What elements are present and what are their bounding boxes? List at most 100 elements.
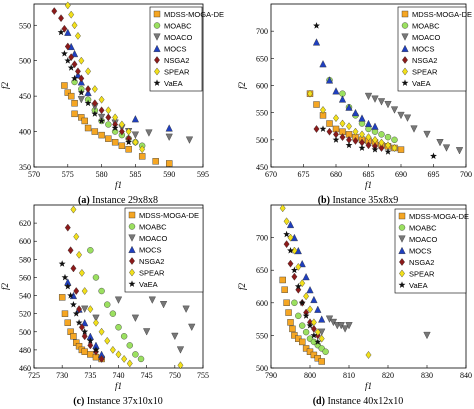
x-tick-label: 830 bbox=[421, 371, 433, 380]
data-point bbox=[68, 53, 75, 62]
legend-label-nsga2: NSGA2 bbox=[412, 56, 437, 65]
legend-label-vaea: VaEA bbox=[139, 280, 158, 289]
legend-label-mocs: MOCS bbox=[409, 246, 432, 255]
data-point bbox=[287, 319, 294, 326]
y-tick-label: 500 bbox=[19, 328, 31, 337]
data-point bbox=[98, 106, 105, 115]
legend-label-vaea: VaEA bbox=[164, 79, 183, 88]
data-point bbox=[91, 128, 99, 135]
data-point bbox=[341, 325, 349, 333]
x-tick-label: 685 bbox=[363, 170, 375, 179]
data-point bbox=[283, 299, 290, 306]
data-point bbox=[294, 282, 302, 290]
data-point bbox=[71, 74, 78, 82]
legend-label-spear: SPEAR bbox=[409, 269, 435, 278]
data-point bbox=[75, 319, 83, 326]
data-point bbox=[93, 347, 99, 356]
data-point bbox=[105, 121, 112, 128]
legend: MDSS-MOGA-DE MOABC MOACO MOCS NSGA2 SPEAR VaEA bbox=[394, 208, 469, 294]
data-point bbox=[283, 240, 290, 249]
data-point bbox=[430, 152, 437, 160]
data-point bbox=[61, 50, 68, 57]
chart-panel-3: 725 730 735 740 745 750 755 460 480 500 520 540 560 5… bbox=[0, 204, 209, 407]
panel-caption: (b) Instance 35x8x9 bbox=[318, 195, 399, 206]
data-point bbox=[132, 351, 139, 358]
y-tick-label: 520 bbox=[19, 310, 31, 319]
data-point bbox=[70, 264, 77, 273]
y-tick-label: 450 bbox=[256, 163, 268, 172]
y-tick-label: 650 bbox=[256, 266, 268, 275]
data-point bbox=[87, 247, 94, 254]
data-point bbox=[371, 122, 379, 130]
legend-label-vaea: VaEA bbox=[412, 79, 431, 88]
data-point bbox=[171, 332, 179, 341]
x-tick-label: 750 bbox=[169, 371, 181, 380]
series-mocs bbox=[64, 278, 106, 358]
data-point bbox=[283, 217, 290, 226]
data-point bbox=[91, 99, 98, 108]
series-mocs bbox=[286, 220, 326, 323]
data-point bbox=[105, 113, 112, 122]
data-point bbox=[319, 125, 327, 132]
data-point bbox=[92, 346, 100, 353]
data-point bbox=[81, 287, 88, 295]
data-point bbox=[286, 220, 295, 229]
legend-label-nsga2: NSGA2 bbox=[409, 258, 434, 267]
data-point bbox=[364, 119, 373, 128]
x-tick-label: 695 bbox=[428, 170, 440, 179]
x-tick-label: 820 bbox=[382, 371, 394, 380]
data-point bbox=[287, 233, 294, 242]
data-point bbox=[98, 355, 105, 363]
data-point bbox=[378, 144, 385, 152]
data-point bbox=[58, 260, 66, 267]
panel-caption: (a) Instance 29x8x8 bbox=[78, 195, 158, 206]
data-point bbox=[98, 287, 105, 295]
data-point bbox=[64, 1, 71, 10]
data-point bbox=[84, 99, 92, 107]
series-mdss-moga-de bbox=[61, 82, 173, 167]
y-tick-label: 460 bbox=[19, 364, 31, 373]
legend-box bbox=[124, 207, 204, 293]
data-point bbox=[188, 323, 196, 331]
series-vaea bbox=[313, 22, 437, 160]
x-tick-label: 585 bbox=[129, 170, 141, 179]
data-point bbox=[71, 21, 78, 30]
data-point bbox=[74, 31, 81, 40]
data-point bbox=[77, 88, 85, 96]
data-point bbox=[384, 133, 392, 141]
data-point bbox=[332, 87, 340, 95]
chart-panel-2: 670 675 680 685 690 695 700 450 500 550 600 650 700 f… bbox=[237, 3, 472, 206]
data-point bbox=[318, 358, 325, 365]
data-point bbox=[185, 136, 194, 144]
data-point bbox=[120, 333, 128, 340]
data-point bbox=[390, 106, 399, 114]
legend-label-moaco: MOACO bbox=[139, 234, 168, 243]
data-point bbox=[111, 124, 119, 131]
data-point bbox=[298, 299, 306, 306]
legend-marker-vaea bbox=[398, 281, 406, 288]
data-point bbox=[291, 246, 298, 255]
x-tick-label: 700 bbox=[460, 170, 472, 179]
x-tick-label: 840 bbox=[460, 371, 472, 380]
data-point bbox=[403, 114, 412, 122]
y-tick-label: 650 bbox=[256, 54, 268, 63]
data-point bbox=[177, 361, 184, 370]
data-point bbox=[64, 89, 72, 96]
data-point bbox=[314, 355, 321, 362]
y-tick-label: 550 bbox=[256, 331, 268, 340]
legend-label-vaea: VaEA bbox=[409, 281, 428, 290]
data-point bbox=[339, 133, 346, 142]
legend-label-nsga2: NSGA2 bbox=[139, 257, 164, 266]
data-point bbox=[283, 230, 291, 238]
data-point bbox=[105, 135, 112, 142]
data-point bbox=[81, 328, 89, 335]
data-point bbox=[74, 67, 81, 76]
data-point bbox=[70, 333, 77, 340]
data-point bbox=[295, 263, 302, 271]
y-tick-label: 480 bbox=[19, 346, 31, 355]
y-tick-label: 450 bbox=[19, 92, 31, 101]
data-point bbox=[371, 146, 379, 153]
legend-label-nsga2: NSGA2 bbox=[164, 56, 189, 65]
data-point bbox=[322, 348, 329, 355]
legend-marker-moaco bbox=[401, 33, 409, 41]
